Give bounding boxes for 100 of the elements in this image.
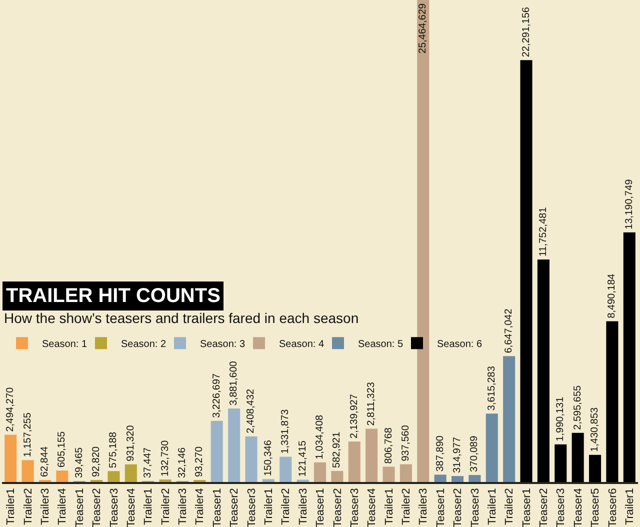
data-label: 2,408,432 xyxy=(246,388,257,434)
data-label: 1,034,408 xyxy=(314,414,326,460)
data-label: 605,155 xyxy=(56,430,68,468)
data-label: 3,615,283 xyxy=(486,366,498,411)
data-label: 6,647,042 xyxy=(504,308,515,354)
bar xyxy=(400,464,412,482)
x-tick-label: Trailer2 xyxy=(22,488,34,526)
bar xyxy=(262,479,274,482)
legend-label: Season: 3 xyxy=(200,339,246,350)
data-label: 575,188 xyxy=(108,432,120,468)
x-tick-label: Trailer1 xyxy=(263,488,276,526)
bar xyxy=(348,441,360,482)
bar xyxy=(537,260,550,482)
x-tick-label: Teaser3 xyxy=(555,488,568,527)
x-tick-label: Teaser2 xyxy=(228,488,241,527)
bar xyxy=(623,232,636,482)
data-label: 582,921 xyxy=(332,431,343,468)
legend-label: Season: 2 xyxy=(121,339,166,350)
bar xyxy=(280,456,292,482)
bar xyxy=(468,474,481,482)
data-label: 13,190,749 xyxy=(624,178,635,230)
bar xyxy=(245,436,258,482)
bar xyxy=(486,414,498,482)
x-tick-label: Trailer3 xyxy=(418,488,430,526)
data-label: 1,331,873 xyxy=(280,408,292,454)
x-tick-label: Teaser2 xyxy=(91,488,104,527)
x-tick-label: Trailer1 xyxy=(5,488,18,526)
x-tick-label: Trailer1 xyxy=(383,488,396,526)
bar xyxy=(366,428,378,482)
bar xyxy=(554,444,567,482)
data-label: 22,291,156 xyxy=(520,6,532,58)
legend-label: Season: 4 xyxy=(279,339,324,350)
x-tick-label: Teaser4 xyxy=(366,488,378,527)
bar xyxy=(572,432,584,482)
x-tick-label: Teaser3 xyxy=(108,488,120,527)
bar xyxy=(520,60,532,482)
data-label: 370,089 xyxy=(469,435,480,472)
bar xyxy=(382,466,395,482)
x-tick-label: Teaser2 xyxy=(332,488,344,527)
data-label: 1,990,131 xyxy=(555,396,566,442)
bar xyxy=(606,321,618,482)
data-label: 2,139,927 xyxy=(348,394,360,438)
data-label: 39,465 xyxy=(74,446,85,478)
data-label: 1,157,255 xyxy=(22,412,34,458)
text: How the show’s teasers and trailers fared in each season xyxy=(4,310,359,326)
data-label: 93,270 xyxy=(194,446,206,477)
legend-label: Season: 1 xyxy=(42,339,88,350)
data-label: 806,768 xyxy=(383,427,394,464)
bar xyxy=(210,420,223,482)
bar xyxy=(159,479,172,482)
x-tick-label: Teaser5 xyxy=(590,488,602,527)
data-label: 32,146 xyxy=(176,446,188,478)
bar xyxy=(22,460,34,482)
x-tick-label: Trailer2 xyxy=(504,488,516,526)
x-tick-label: Teaser1 xyxy=(434,488,447,527)
bar xyxy=(4,434,17,482)
bar xyxy=(452,476,464,482)
x-tick-label: Trailer3 xyxy=(297,488,310,526)
x-tick-label: Teaser1 xyxy=(211,488,224,527)
data-label: 1,430,853 xyxy=(590,406,601,452)
x-tick-label: Trailer1 xyxy=(142,488,155,526)
data-label: 2,595,655 xyxy=(572,384,584,430)
bar xyxy=(108,471,120,482)
x-tick-label: Teaser4 xyxy=(572,488,584,527)
bar xyxy=(228,408,240,482)
bar xyxy=(314,462,326,482)
data-label: 387,890 xyxy=(434,435,446,472)
bar xyxy=(589,454,602,482)
bar xyxy=(434,474,446,482)
x-tick-label: Trailer4 xyxy=(194,488,206,526)
x-tick-label: Teaser3 xyxy=(469,488,482,527)
x-tick-label: Teaser3 xyxy=(348,488,361,527)
x-tick-label: Teaser2 xyxy=(452,488,464,527)
x-tick-label: Teaser3 xyxy=(246,488,258,527)
x-tick-label: Trailer2 xyxy=(280,488,292,526)
x-tick-label: Trailer3 xyxy=(40,488,52,526)
x-tick-label: Teaser6 xyxy=(606,488,619,527)
data-label: 132,730 xyxy=(160,440,171,476)
bar xyxy=(56,470,68,482)
text: TRAILER HIT COUNTS xyxy=(6,285,220,307)
data-label: 150,346 xyxy=(262,440,274,476)
data-label: 8,490,184 xyxy=(606,273,618,318)
data-label: 3,226,697 xyxy=(211,372,222,418)
data-label: 3,881,600 xyxy=(228,360,240,406)
data-label: 37,447 xyxy=(142,446,154,478)
data-label: 11,752,481 xyxy=(538,206,549,257)
data-label: 931,320 xyxy=(125,424,136,462)
x-tick-label: Trailer3 xyxy=(177,488,190,526)
data-label: 314,977 xyxy=(452,436,464,474)
x-tick-label: Teaser1 xyxy=(74,488,86,527)
x-tick-label: Trailer1 xyxy=(486,488,498,526)
x-tick-label: Teaser4 xyxy=(125,488,138,527)
x-tick-label: Teaser1 xyxy=(314,488,327,527)
data-label: 937,560 xyxy=(400,424,412,462)
bar xyxy=(503,356,516,482)
data-label: 121,415 xyxy=(297,440,308,477)
legend-label: Season: 6 xyxy=(437,339,482,350)
data-label: 92,820 xyxy=(91,446,102,477)
bar xyxy=(124,464,137,482)
x-tick-label: Teaser2 xyxy=(538,488,550,527)
